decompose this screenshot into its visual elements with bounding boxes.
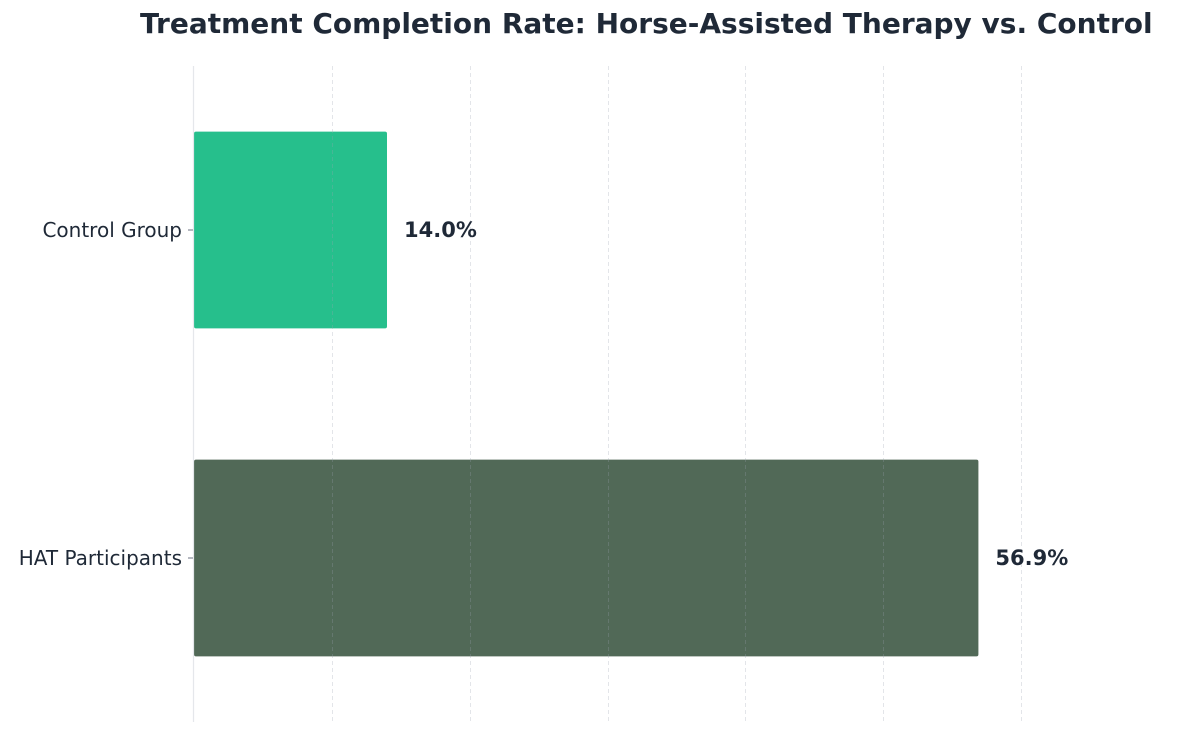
bar-control-group	[194, 131, 387, 329]
y-axis-ticks	[188, 229, 193, 559]
chart-title: Treatment Completion Rate: Horse-Assiste…	[140, 7, 1153, 40]
labels: Control Group 14.0% HAT Participants 56.9%	[19, 218, 1069, 570]
value-label: 14.0%	[404, 218, 477, 242]
category-label: Control Group	[42, 218, 182, 242]
value-label: 56.9%	[995, 546, 1068, 570]
grid-lines	[332, 66, 1022, 722]
bars	[194, 131, 979, 657]
category-label: HAT Participants	[19, 546, 182, 570]
bar-hat-participants	[194, 459, 979, 657]
